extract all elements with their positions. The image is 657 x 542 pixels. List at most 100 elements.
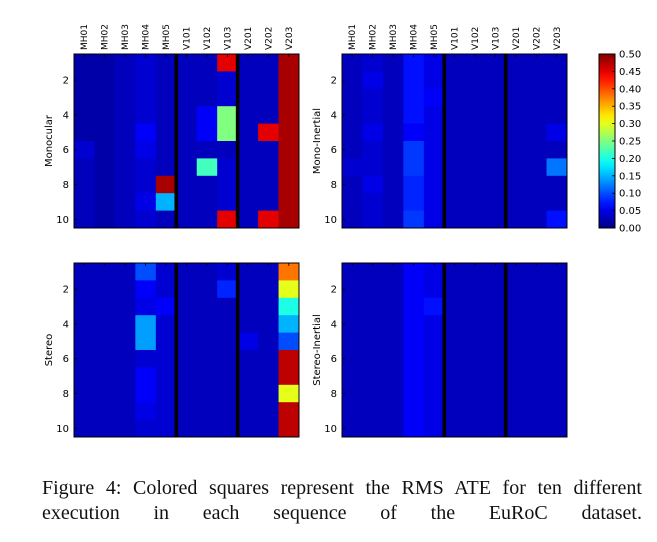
heatmap-cell <box>94 315 116 333</box>
heatmap-cell <box>74 141 95 159</box>
heatmap-cell <box>94 123 116 142</box>
heatmap-cell <box>423 280 445 299</box>
heatmap-cell <box>526 350 547 368</box>
heatmap-cell <box>505 123 527 142</box>
heatmap-cell <box>94 158 116 177</box>
heatmap-cell <box>485 210 507 229</box>
heatmap-cell <box>423 419 445 438</box>
heatmap-cell <box>444 54 466 72</box>
heatmap-cell <box>278 141 300 159</box>
heatmap-cell <box>505 297 527 316</box>
heatmap-cell <box>485 141 507 159</box>
column-tick-label: MH05 <box>430 24 440 50</box>
column-tick-label: V102 <box>203 27 213 50</box>
heatmap-cell <box>342 210 363 229</box>
heatmap-cell <box>505 54 527 72</box>
heatmap-cell <box>464 332 486 351</box>
heatmap-cell <box>196 263 218 281</box>
colorbar-tick-label: 0.35 <box>619 102 641 113</box>
heatmap-cell <box>135 141 157 159</box>
heatmap-cell <box>114 367 136 386</box>
heatmap-cell <box>526 384 547 403</box>
heatmap-cell <box>423 263 445 281</box>
heatmap-cell <box>278 106 300 124</box>
row-tick-label: 6 <box>331 145 337 156</box>
heatmap-cell <box>176 315 198 333</box>
heatmap-cell <box>505 280 527 299</box>
heatmap-cell <box>237 158 259 177</box>
heatmap-cell <box>403 332 425 351</box>
heatmap-cell <box>176 158 198 177</box>
heatmap-cell <box>258 88 279 107</box>
heatmap-cell <box>464 71 486 90</box>
heatmap-cell <box>526 175 547 194</box>
group-separator <box>503 263 508 437</box>
heatmap-cell <box>423 71 445 90</box>
row-tick-label: 10 <box>324 424 337 435</box>
heatmap-cell <box>505 367 527 386</box>
heatmap-cell <box>217 419 239 438</box>
heatmap-cell <box>237 175 259 194</box>
heatmap-cell <box>155 193 177 211</box>
heatmap-cell <box>546 141 568 159</box>
heatmap-cell <box>258 158 279 177</box>
heatmap-cell <box>237 263 259 281</box>
heatmap-cell <box>444 106 466 124</box>
heatmap-cell <box>505 106 527 124</box>
heatmap-cell <box>485 123 507 142</box>
heatmap-cell <box>176 367 198 386</box>
heatmap-cell <box>237 419 259 438</box>
heatmap-cell <box>114 193 136 211</box>
row-tick-label: 4 <box>63 110 69 121</box>
heatmap-cell <box>382 402 404 420</box>
colorbar-tick-label: 0.00 <box>619 224 641 235</box>
heatmap-cell <box>135 419 157 438</box>
heatmap-cell <box>74 419 95 438</box>
heatmap-cell <box>342 71 363 90</box>
heatmap-cell <box>155 280 177 299</box>
heatmap-cell <box>94 332 116 351</box>
heatmap-cell <box>196 384 218 403</box>
heatmap-cell <box>382 106 404 124</box>
heatmap-cell <box>196 123 218 142</box>
heatmap-cell <box>155 332 177 351</box>
heatmap-cell <box>505 193 527 211</box>
heatmap-cell <box>74 71 95 90</box>
heatmap-cell <box>403 71 425 90</box>
heatmap-cell <box>444 88 466 107</box>
heatmap-cell <box>74 175 95 194</box>
heatmap-cell <box>403 297 425 316</box>
heatmap-cell <box>485 367 507 386</box>
heatmap-cell <box>423 193 445 211</box>
group-separator <box>503 54 508 228</box>
heatmap-cell <box>258 210 279 229</box>
heatmap-cell <box>135 367 157 386</box>
heatmap-cell <box>94 54 116 72</box>
heatmap-cell <box>114 71 136 90</box>
column-tick-label: MH03 <box>389 24 399 50</box>
heatmap-cell <box>505 88 527 107</box>
heatmap-cell <box>505 419 527 438</box>
heatmap-cell <box>135 280 157 299</box>
heatmap-cell <box>362 315 384 333</box>
row-tick-label: 2 <box>63 285 69 296</box>
column-tick-label: V203 <box>553 27 563 50</box>
heatmap-cell <box>258 402 279 420</box>
heatmap-cell <box>196 71 218 90</box>
column-tick-label: MH05 <box>162 24 172 50</box>
heatmap-cell <box>196 280 218 299</box>
heatmap-cell <box>444 315 466 333</box>
heatmap-cell <box>114 297 136 316</box>
heatmap-cell <box>444 280 466 299</box>
heatmap-cell <box>403 106 425 124</box>
heatmap-cell <box>423 367 445 386</box>
heatmap-cell <box>135 315 157 333</box>
row-tick-label: 10 <box>56 215 69 226</box>
heatmap-cell <box>362 193 384 211</box>
heatmap-cell <box>237 402 259 420</box>
heatmap-cell <box>362 175 384 194</box>
heatmap-cell <box>362 123 384 142</box>
heatmap-cell <box>217 332 239 351</box>
heatmap-cell <box>237 123 259 142</box>
heatmap-cell <box>74 402 95 420</box>
